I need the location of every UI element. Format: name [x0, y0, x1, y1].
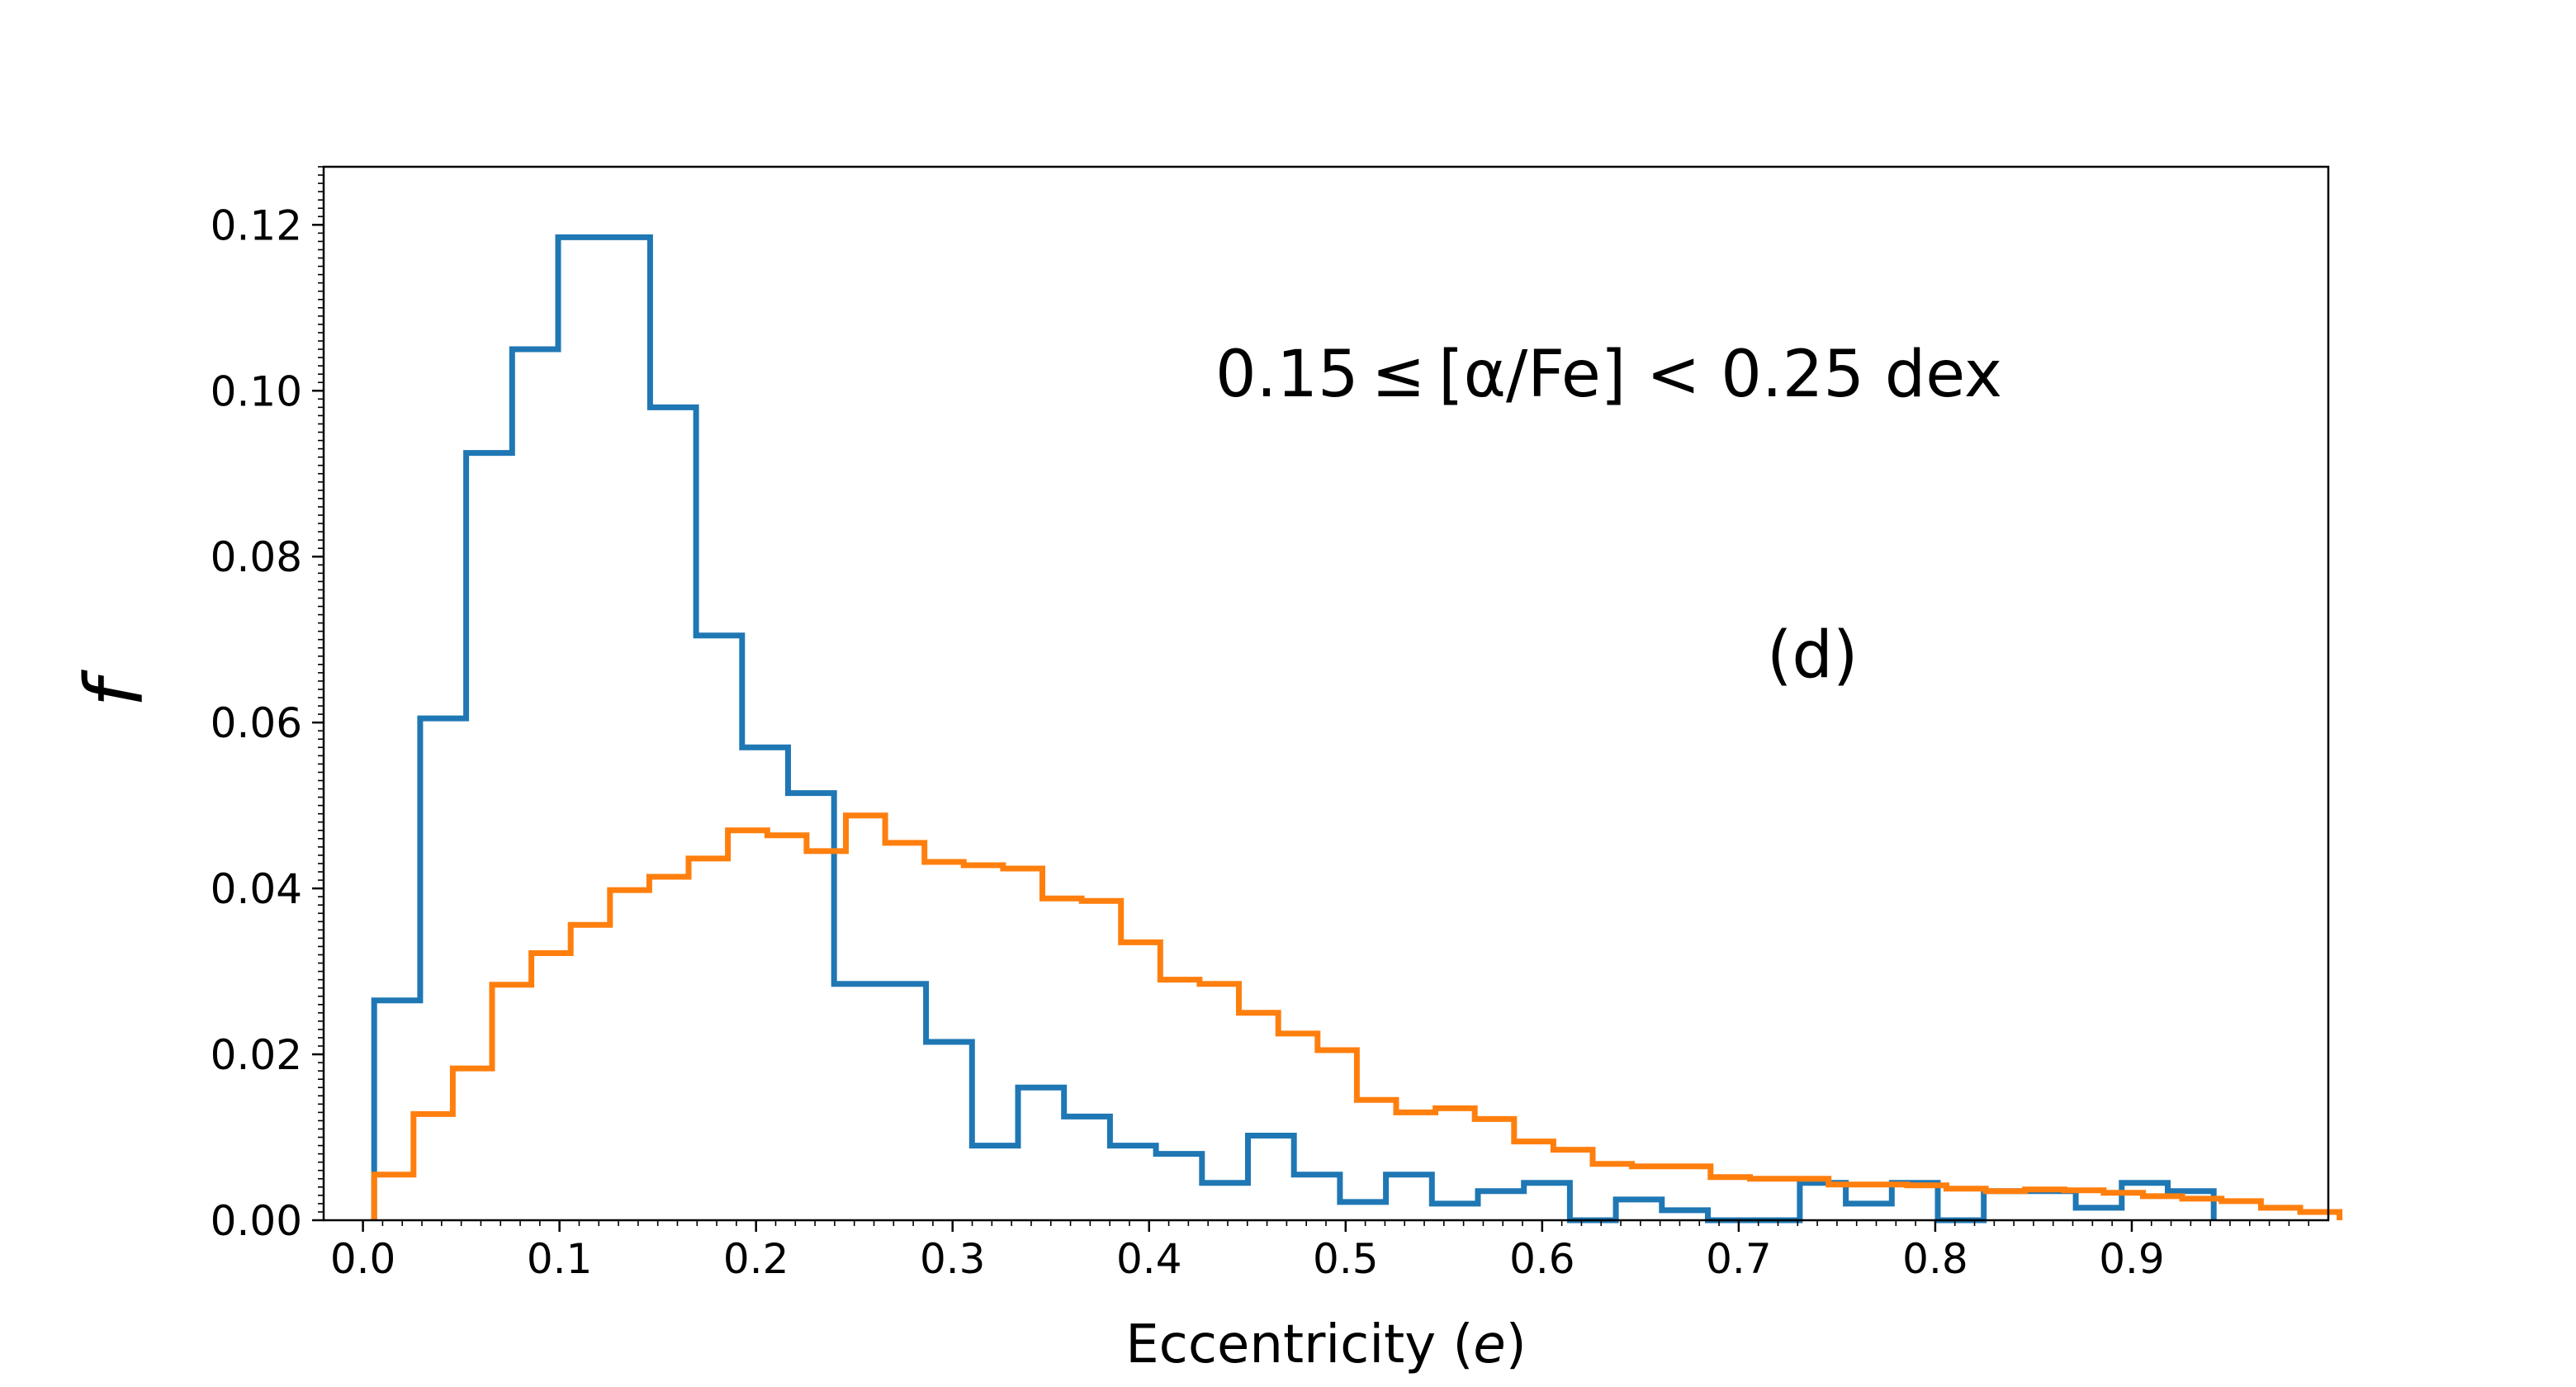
y-tick-label: 0.06	[211, 699, 302, 747]
x-tick-label: 0.9	[2099, 1235, 2165, 1283]
y-tick-label: 0.08	[211, 533, 302, 581]
y-tick-label: 0.10	[211, 367, 302, 415]
x-tick-label: 0.4	[1116, 1235, 1182, 1283]
orange-histogram-series	[371, 812, 2343, 1220]
x-tick-label: 0.1	[527, 1235, 593, 1283]
x-tick-label: 0.6	[1509, 1235, 1575, 1283]
y-tick-label: 0.04	[211, 865, 302, 913]
x-tick-label: 0.3	[920, 1235, 986, 1283]
y-tick-label: 0.02	[211, 1031, 302, 1079]
panel-label: (d)	[1767, 618, 1858, 693]
histogram-series-layer	[371, 234, 2343, 1224]
range-annotation: 0.15 ≤ [α/Fe] < 0.25 dex	[1215, 338, 2002, 412]
y-tick-label: 0.12	[211, 201, 302, 249]
y-tick-label: 0.00	[211, 1197, 302, 1245]
x-tick-label: 0.5	[1313, 1235, 1379, 1283]
plot-frame	[322, 165, 2330, 1222]
x-tick-label: 0.8	[1902, 1235, 1968, 1283]
x-axis-title: Eccentricity (e)	[1125, 1314, 1527, 1375]
x-tick-label: 0.7	[1706, 1235, 1772, 1283]
axis-ticks-layer: 0.0 0.1 0.2 0.3 0.4 0.5 0.6 0.7 0.8 0.9 0.00 0.02 0.…	[211, 166, 2309, 1283]
x-tick-label: 0.0	[330, 1235, 396, 1283]
x-tick-label: 0.2	[723, 1235, 789, 1283]
